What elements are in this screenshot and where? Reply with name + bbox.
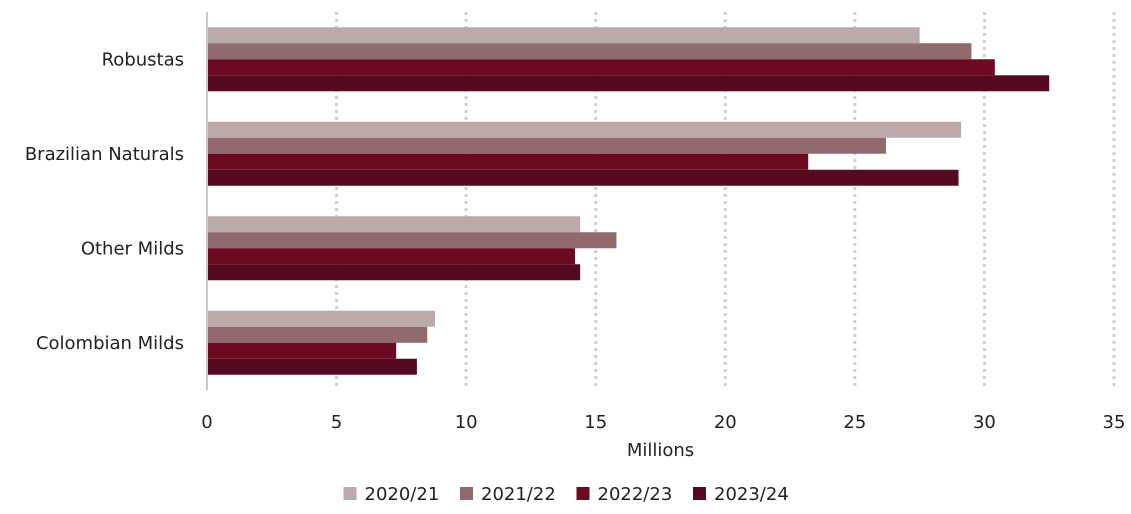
bar-2020-21-colombian-milds (208, 310, 436, 327)
bar-2023-24-brazilian-naturals (208, 169, 959, 186)
legend-swatch (460, 487, 473, 500)
legend: 2020/21 2021/22 2022/23 2023/24 (343, 484, 789, 505)
bar-2021-22-colombian-milds (208, 326, 428, 343)
legend-label: 2022/23 (598, 484, 673, 505)
legend-label: 2023/24 (714, 484, 789, 505)
legend-label: 2021/22 (481, 484, 556, 505)
x-tick-label: 10 (455, 412, 478, 433)
bar-2021-22-brazilian-naturals (208, 137, 886, 154)
y-category-label: Colombian Milds (36, 333, 184, 354)
x-tick-label: 20 (714, 412, 737, 433)
bar-2023-24-robustas (208, 75, 1050, 92)
legend-label: 2020/21 (365, 484, 440, 505)
bar-2022-23-colombian-milds (208, 342, 397, 359)
bar-2021-22-other-milds (208, 232, 617, 249)
bars (208, 27, 1050, 375)
y-category-label: Brazilian Naturals (25, 144, 184, 165)
bar-2022-23-robustas (208, 59, 995, 76)
bar-2020-21-other-milds (208, 216, 581, 233)
bar-2021-22-robustas (208, 43, 972, 60)
x-tick-label: 25 (843, 412, 866, 433)
y-category-label: Other Milds (81, 238, 184, 259)
bar-2020-21-robustas (208, 27, 920, 44)
bar-2022-23-brazilian-naturals (208, 153, 809, 170)
legend-swatch (576, 487, 590, 500)
legend-swatch (693, 487, 706, 500)
x-tick-label: 35 (1103, 412, 1126, 433)
x-axis-title: Millions (627, 440, 694, 461)
bar-2023-24-other-milds (208, 264, 581, 281)
bar-2022-23-other-milds (208, 248, 575, 265)
bar-2020-21-brazilian-naturals (208, 121, 962, 138)
x-tick-label: 15 (584, 412, 607, 433)
x-tick-label: 30 (973, 412, 996, 433)
axes: 0 5 10 15 20 25 30 35 Robustas Brazilian Naturals… (25, 12, 1126, 433)
y-category-label: Robustas (102, 49, 184, 70)
x-tick-label: 0 (201, 412, 212, 433)
bar-2023-24-colombian-milds (208, 358, 417, 375)
x-tick-label: 5 (331, 412, 342, 433)
legend-swatch (343, 487, 357, 500)
